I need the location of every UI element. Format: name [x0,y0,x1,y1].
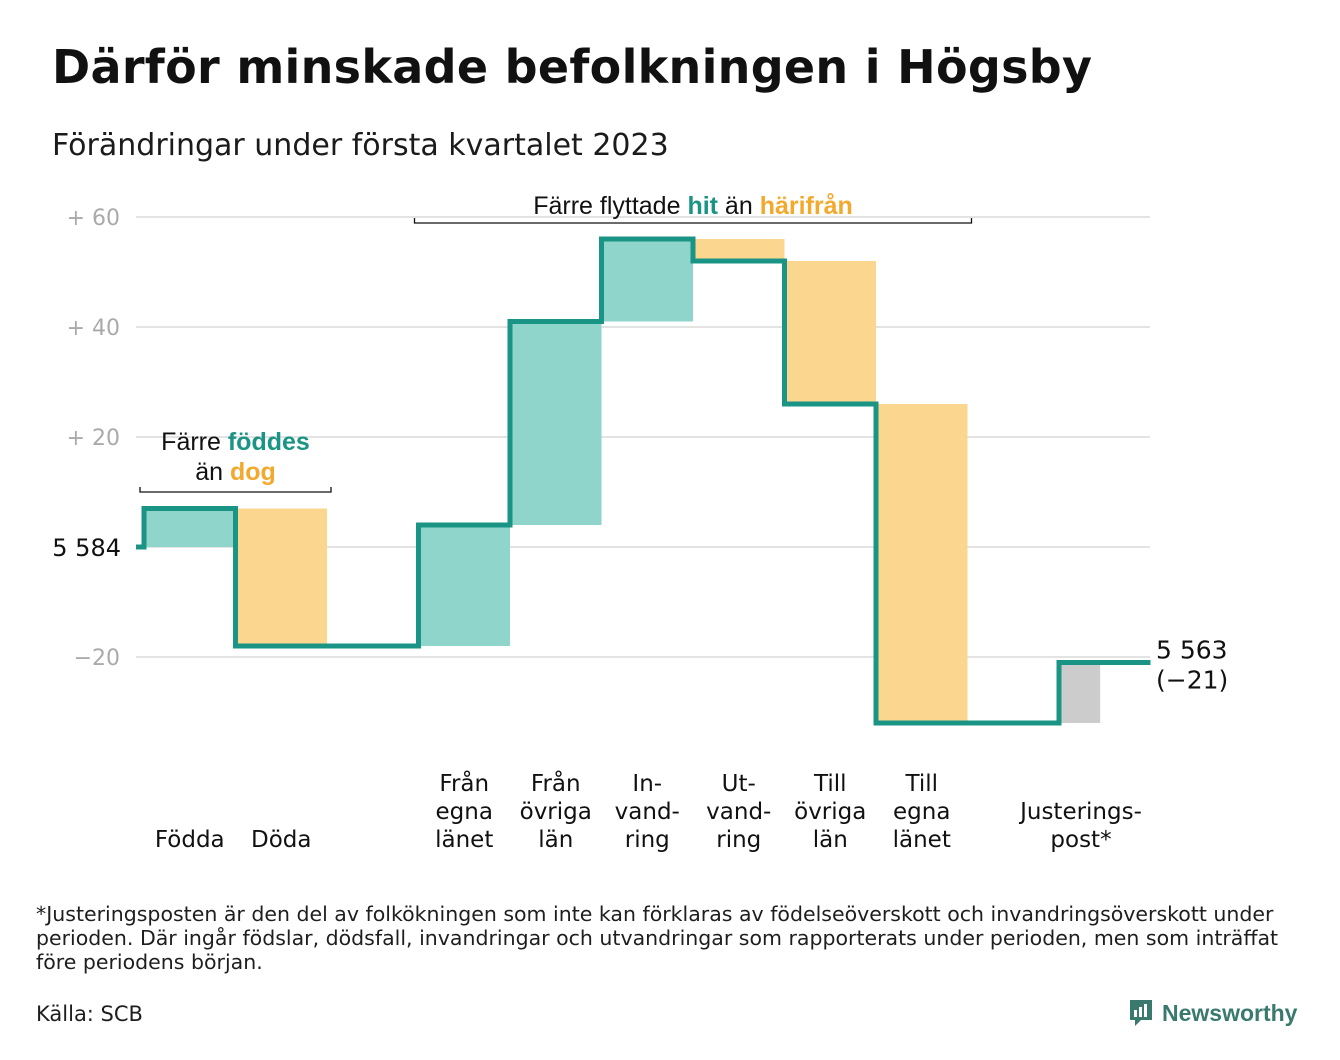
annotation-segment: hit [687,192,718,220]
annotation-text: Färre flyttade hit än härifrån [533,192,853,220]
chart-title: Därför minskade befolkningen i Högsby [52,40,1093,94]
y-tick-label: −20 [74,646,120,671]
category-label: länet [435,827,493,853]
y-tick-label: + 20 [67,426,120,451]
category-label: län [813,827,848,853]
category-label: Till [904,771,938,797]
step-line [136,236,1151,726]
bar [693,239,785,261]
y-tick-label: + 40 [67,316,120,341]
bar [235,508,327,646]
footnote: *Justeringsposten är den del av folkökni… [36,902,1279,974]
start-value-label: 5 584 [52,534,121,562]
annotation-bracket [413,218,973,224]
labels: + 60 + 40 + 20 −20 5 584 5 563(−21) Födda Döda F… [52,192,1228,853]
category-label: länet [893,827,951,853]
population-line [136,236,1151,726]
category-label: ring [716,827,761,853]
newsworthy-logo-icon [1130,1000,1152,1026]
category-label: vand- [706,799,771,825]
category-label: Justerings- [1018,799,1142,825]
annotation-segment: härifrån [760,192,853,220]
annotation-segment: Färre [161,428,228,456]
source-note: Källa: SCB [36,1002,143,1026]
annotation-segment: än [195,458,230,486]
waterfall-chart: + 60 + 40 + 20 −20 5 584 5 563(−21) Födda Döda F… [52,192,1228,853]
annotation-text: än dog [195,458,276,486]
end-value-label: 5 563 [1156,636,1228,665]
category-label: egna [436,799,493,825]
category-label: övriga [794,799,866,825]
annotation-bracket [139,487,332,493]
bar [1059,662,1101,723]
annotation-segment: dog [230,458,276,486]
y-tick-label: + 60 [67,206,120,231]
annotation-text: Färre föddes [161,428,310,456]
category-label: Från [531,769,581,797]
annotation-segment: än [718,192,760,220]
category-label: In- [632,771,662,797]
category-label: vand- [615,799,680,825]
end-change-label: (−21) [1156,666,1228,695]
bar [144,508,236,547]
category-label: Födda [155,827,225,853]
chart-subtitle: Förändringar under första kvartalet 2023 [52,128,669,163]
category-label: Från [439,769,489,797]
category-label: Till [813,771,847,797]
bar [876,404,968,723]
annotation-segment: Färre flyttade [533,192,687,220]
annotation-segment: föddes [228,428,310,456]
category-label: övriga [520,799,592,825]
category-label: egna [893,799,950,825]
category-label: Döda [251,827,311,853]
category-label: post* [1050,827,1111,853]
category-label: län [538,827,573,853]
bar [784,261,876,404]
bar [510,321,602,525]
bar [601,239,693,322]
category-label: ring [625,827,670,853]
category-label: Ut- [722,771,756,797]
brand-name: Newsworthy [1162,999,1298,1026]
brand-logo[interactable]: Newsworthy [1128,998,1297,1028]
bars [144,239,1101,723]
bar [418,525,510,646]
